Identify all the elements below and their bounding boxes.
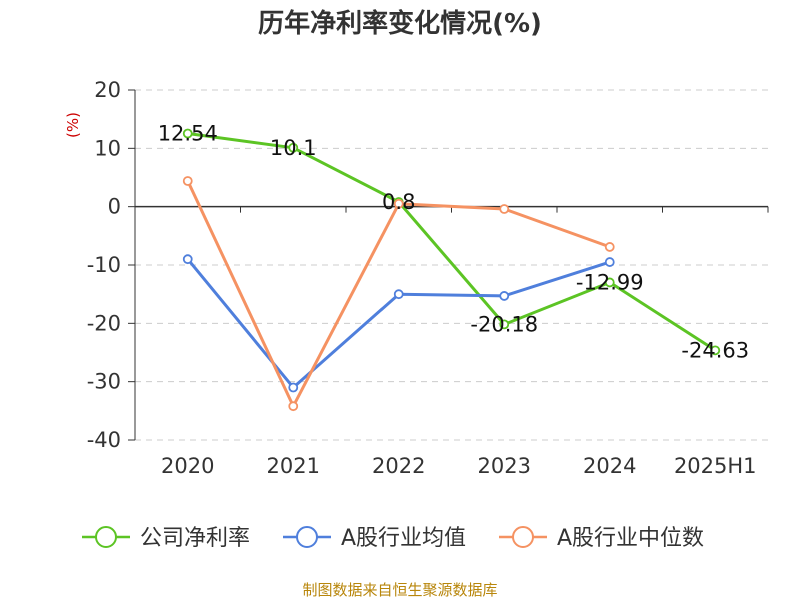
x-tick-label: 2024	[583, 454, 636, 478]
data-labels: 12.54 10.1 0.8 -20.18 -12.99 -24.63	[158, 122, 749, 363]
legend-item[interactable]: A股行业中位数	[499, 526, 704, 551]
source-note: 制图数据来自恒生聚源数据库	[302, 581, 497, 599]
data-point	[393, 198, 404, 209]
data-point	[393, 289, 404, 300]
data-point	[182, 254, 193, 265]
data-label: 12.54	[158, 122, 218, 146]
legend-label: A股行业中位数	[557, 526, 704, 551]
x-tick-label: 2020	[161, 454, 214, 478]
data-point	[288, 401, 299, 412]
series-line-0	[187, 132, 717, 352]
legend-item[interactable]: A股行业均值	[283, 526, 466, 551]
y-tick-label: -40	[87, 428, 121, 452]
x-tick-label: 2023	[478, 454, 531, 478]
data-point	[604, 257, 615, 267]
y-tick-label: 0	[108, 195, 121, 219]
legend-label: A股行业均值	[341, 526, 466, 551]
data-label: 0.8	[382, 190, 415, 214]
data-label: -20.18	[470, 312, 538, 336]
y-tick-label: -10	[87, 253, 121, 277]
x-tick-label: 2021	[267, 454, 320, 478]
data-point	[182, 176, 193, 186]
legend-marker-icon	[95, 526, 117, 548]
data-point	[499, 319, 510, 330]
y-tick-label: -30	[87, 370, 121, 394]
legend: 公司净利率 A股行业均值 A股行业中位数	[82, 526, 704, 551]
data-label: -24.63	[681, 338, 749, 362]
data-point	[604, 242, 615, 252]
data-point	[499, 204, 510, 214]
y-tick-label: 10	[94, 136, 121, 160]
data-point	[288, 142, 299, 153]
x-tick-label: 2025H1	[674, 454, 757, 478]
series-lines	[182, 128, 721, 412]
y-axis-label: (%)	[64, 112, 82, 138]
legend-marker-icon	[512, 526, 534, 548]
legend-marker-icon	[296, 526, 318, 548]
data-point	[499, 291, 510, 301]
y-tick-label: 20	[94, 78, 121, 102]
data-point	[288, 382, 299, 393]
data-point	[710, 345, 721, 356]
data-label: -12.99	[576, 270, 644, 294]
legend-item[interactable]: 公司净利率	[82, 526, 250, 551]
legend-label: 公司净利率	[140, 526, 250, 551]
data-point	[182, 128, 193, 139]
y-tick-label: -20	[87, 311, 121, 335]
chart-title: 历年净利率变化情况(%)	[258, 8, 542, 39]
data-point	[604, 277, 615, 288]
axes: 20 10 0 -10 -20 -30 -40 2020 2021 2022 2023 2024 202…	[87, 78, 769, 478]
x-tick-label: 2022	[372, 454, 425, 478]
data-label: 10.1	[270, 136, 317, 160]
